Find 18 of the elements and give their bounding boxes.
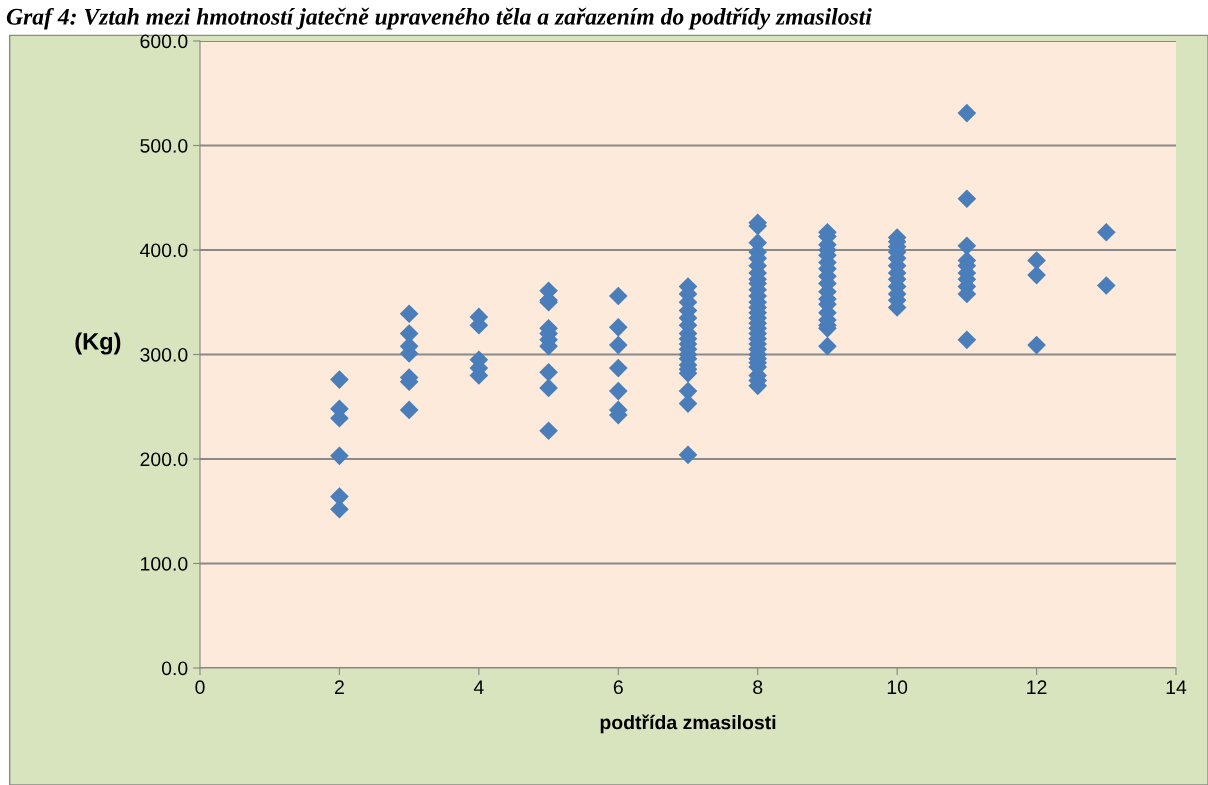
chart-title: Graf 4: Vztah mezi hmotností jatečně upraveného těla a zařazením do podtřídy zmasilosti — [6, 7, 872, 30]
y-tick-label: 400.0 — [139, 243, 188, 258]
y-tick-label: 0.0 — [161, 661, 188, 676]
x-tick-label: 6 — [613, 680, 623, 695]
y-axis-title: (Kg) — [75, 332, 121, 355]
x-tick-label: 14 — [1166, 680, 1187, 694]
x-tick-label: 12 — [1027, 680, 1047, 694]
x-tick-label: 10 — [887, 680, 908, 695]
x-axis-title: podtřída zmasilosti — [600, 714, 776, 734]
y-tick-label: 600.0 — [140, 34, 188, 49]
y-tick-label: 100.0 — [141, 556, 188, 571]
x-tick-label: 8 — [753, 680, 763, 695]
x-tick-label: 4 — [473, 680, 484, 694]
y-tick-label: 500.0 — [140, 138, 188, 153]
y-tick-label: 300.0 — [140, 347, 188, 362]
y-tick-label: 200.0 — [140, 452, 188, 467]
x-tick-label: 2 — [335, 680, 344, 694]
x-tick-label: 0 — [195, 680, 205, 695]
